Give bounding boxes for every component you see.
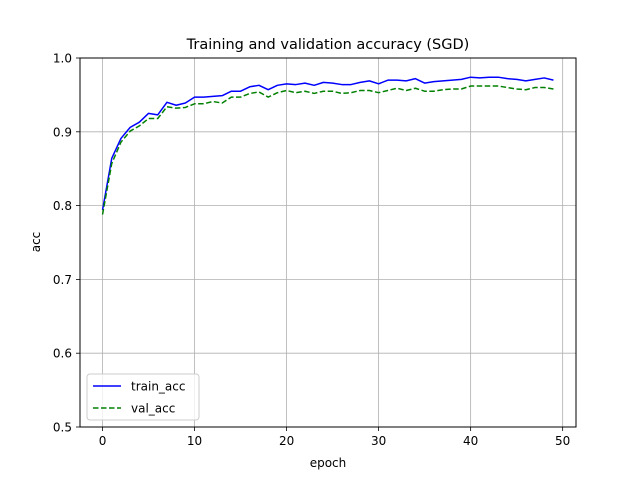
series-line-val-acc bbox=[101, 85, 554, 215]
chart-title: Training and validation accuracy (SGD) bbox=[186, 37, 470, 53]
legend-label: val_acc bbox=[131, 402, 175, 416]
y-tick-label: 0.7 bbox=[53, 273, 72, 287]
y-tick-label: 0.6 bbox=[53, 347, 72, 361]
x-tick-label: 20 bbox=[279, 434, 294, 448]
series-lines bbox=[101, 76, 554, 215]
x-tick-label: 40 bbox=[463, 434, 478, 448]
x-tick-label: 30 bbox=[371, 434, 386, 448]
legend: train_acc val_acc bbox=[86, 373, 200, 421]
y-axis: 0.5 0.6 0.7 0.8 0.9 1.0 bbox=[53, 52, 80, 435]
grid-lines bbox=[80, 57, 576, 428]
y-tick-label: 1.0 bbox=[53, 52, 72, 66]
legend-label: train_acc bbox=[131, 380, 185, 394]
y-tick-label: 0.5 bbox=[53, 421, 72, 435]
x-tick-label: 50 bbox=[555, 434, 570, 448]
y-tick-label: 0.9 bbox=[53, 125, 72, 139]
y-tick-label: 0.8 bbox=[53, 199, 72, 213]
series-line-train-acc bbox=[101, 76, 554, 211]
x-tick-label: 0 bbox=[99, 434, 107, 448]
x-tick-label: 10 bbox=[187, 434, 202, 448]
x-axis: 0 10 20 30 40 50 bbox=[99, 427, 570, 448]
plot-frame bbox=[79, 57, 577, 428]
y-axis-label: acc bbox=[29, 232, 43, 253]
x-axis-label: epoch bbox=[310, 456, 347, 470]
